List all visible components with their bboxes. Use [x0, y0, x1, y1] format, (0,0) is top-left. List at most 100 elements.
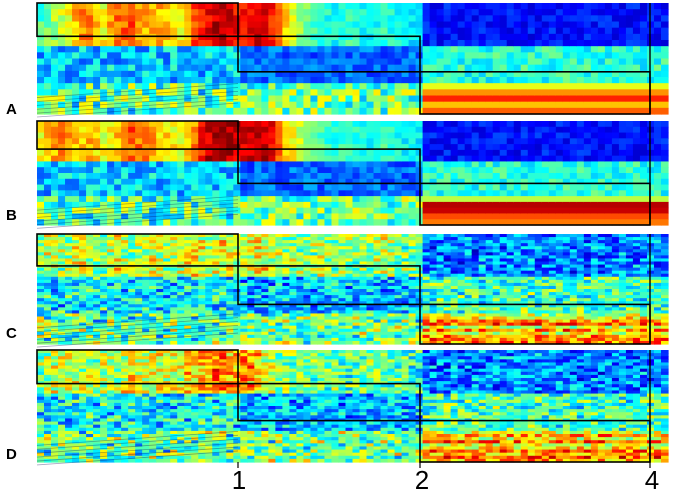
heatmap-cell: [527, 3, 536, 10]
heatmap-cell: [135, 255, 143, 260]
heatmap-cell: [107, 258, 115, 263]
heatmap-cell: [513, 83, 522, 90]
heatmap-cell: [562, 101, 571, 109]
heatmap-cell: [170, 167, 178, 174]
heatmap-cell: [562, 155, 571, 163]
heatmap-cell: [247, 89, 255, 97]
heatmap-cell: [639, 101, 648, 109]
heatmap-cell: [569, 107, 578, 115]
heatmap-cell: [653, 126, 662, 134]
heatmap-cell: [177, 282, 185, 287]
heatmap-cell: [625, 95, 634, 103]
heatmap-cell: [282, 33, 290, 41]
heatmap-cell: [149, 173, 157, 180]
heatmap-cell: [65, 322, 73, 327]
heatmap-cell: [436, 89, 445, 97]
heatmap-cell: [198, 313, 206, 318]
heatmap-cell: [226, 340, 234, 345]
heatmap-cell: [401, 167, 410, 174]
heatmap-cell: [135, 89, 143, 97]
heatmap-cell: [128, 322, 136, 327]
heatmap-cell: [534, 3, 543, 10]
heatmap-cell: [100, 190, 108, 197]
heatmap-cell: [303, 292, 312, 296]
heatmap-cell: [219, 304, 227, 308]
heatmap-cell: [219, 46, 227, 53]
heatmap-cell: [128, 289, 136, 293]
heatmap-cell: [198, 173, 206, 180]
heatmap-cell: [121, 267, 129, 272]
heatmap-cell: [226, 243, 234, 247]
heatmap-cell: [198, 301, 206, 305]
heatmap-cell: [303, 328, 312, 333]
heatmap-cell: [625, 201, 634, 209]
heatmap-cell: [233, 161, 241, 168]
heatmap-cell: [324, 234, 333, 238]
heatmap-cell: [450, 178, 459, 186]
heatmap-cell: [597, 190, 606, 197]
heatmap-cell: [233, 270, 241, 275]
heatmap-cell: [366, 3, 375, 10]
heatmap-cell: [485, 149, 494, 157]
heatmap-cell: [296, 21, 305, 29]
heatmap-cell: [401, 173, 410, 180]
heatmap-cell: [79, 144, 87, 151]
heatmap-cell: [478, 173, 487, 180]
heatmap-cell: [107, 107, 115, 115]
heatmap-cell: [464, 70, 473, 78]
heatmap-cell: [548, 173, 557, 180]
heatmap-cell: [86, 40, 94, 47]
heatmap-cell: [44, 234, 52, 238]
heatmap-cell: [569, 52, 578, 60]
heatmap-cell: [541, 138, 550, 145]
heatmap-cell: [261, 213, 269, 220]
heatmap-cell: [58, 155, 66, 163]
heatmap-cell: [338, 307, 347, 311]
heatmap-cell: [282, 83, 290, 90]
heatmap-cell: [198, 126, 206, 134]
heatmap-cell: [212, 252, 220, 256]
heatmap-cell: [401, 126, 410, 134]
heatmap-cell: [352, 234, 361, 238]
heatmap-cell: [632, 33, 641, 41]
heatmap-cell: [44, 161, 52, 168]
heatmap-cell: [499, 126, 508, 134]
heatmap-cell: [240, 161, 248, 168]
heatmap-cell: [121, 184, 129, 191]
heatmap-cell: [380, 184, 389, 191]
heatmap-cell: [156, 325, 164, 330]
heatmap-cell: [79, 328, 87, 333]
heatmap-cell: [51, 15, 59, 23]
heatmap-cell: [359, 21, 368, 29]
heatmap-cell: [254, 213, 262, 220]
heatmap-cell: [93, 298, 101, 302]
heatmap-cell: [268, 252, 276, 256]
heatmap-cell: [212, 46, 220, 53]
heatmap-cell: [198, 340, 206, 345]
heatmap-cell: [135, 243, 143, 247]
heatmap-cell: [282, 21, 290, 29]
heatmap-cell: [464, 101, 473, 109]
heatmap-cell: [457, 207, 466, 215]
heatmap-cell: [170, 246, 178, 250]
heatmap-cell: [184, 178, 192, 186]
heatmap-cell: [37, 261, 45, 266]
heatmap-cell: [345, 258, 354, 263]
heatmap-cell: [163, 289, 171, 293]
heatmap-cell: [121, 340, 129, 345]
heatmap-cell: [191, 252, 199, 256]
heatmap-cell: [366, 316, 375, 321]
heatmap-cell: [380, 70, 389, 78]
heatmap-cell: [233, 261, 241, 266]
heatmap-cell: [44, 252, 52, 256]
heatmap-cell: [72, 9, 80, 16]
heatmap-cell: [261, 101, 269, 109]
heatmap-cell: [590, 155, 599, 163]
heatmap-cell: [205, 132, 213, 139]
heatmap-cell: [317, 279, 326, 284]
heatmap-cell: [65, 155, 73, 163]
heatmap-cell: [646, 64, 655, 72]
heatmap-cell: [170, 219, 178, 226]
heatmap-cell: [436, 167, 445, 174]
heatmap-cell: [303, 161, 312, 168]
